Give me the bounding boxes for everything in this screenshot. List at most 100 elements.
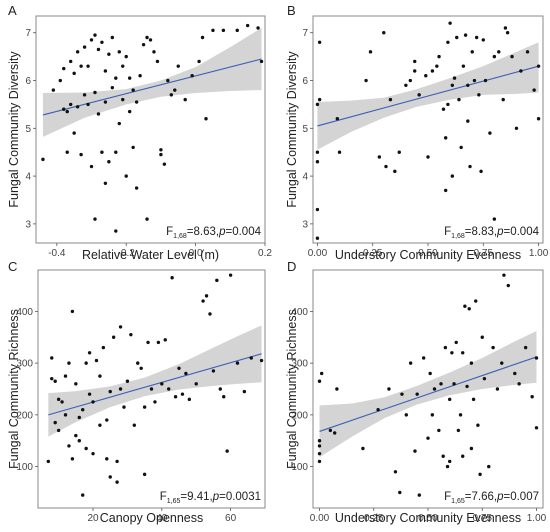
panel-c-data-point xyxy=(222,395,226,399)
panel-c-data-point xyxy=(94,358,99,363)
panel-a-data-point xyxy=(93,217,97,221)
panel-b-data-point xyxy=(317,40,322,44)
panel-b-data-point xyxy=(483,78,488,83)
panel-d-data-point xyxy=(534,426,539,430)
panel-a-data-point xyxy=(211,28,215,33)
panel-c-data-point xyxy=(177,366,181,371)
panel-a-data-point xyxy=(197,59,201,64)
panel-a-data-point xyxy=(89,164,94,169)
panel-c-data-point xyxy=(63,374,68,378)
panel-b-data-point xyxy=(397,150,401,154)
panel-a-data-point xyxy=(79,152,83,157)
panel-a-data-point xyxy=(145,217,149,221)
panel-c-data-point xyxy=(111,335,116,339)
panel-d-data-point xyxy=(491,345,495,350)
panel-d-data-point xyxy=(317,444,322,448)
panel-a-y-tick-label: 4 xyxy=(25,172,31,183)
panel-b-label: B xyxy=(287,3,296,18)
panel-a-data-point xyxy=(62,66,66,71)
panel-b-data-point xyxy=(510,54,514,59)
panel-b-data-point xyxy=(452,76,457,80)
panel-d-data-point xyxy=(487,464,491,469)
panel-c-data-point xyxy=(211,369,216,373)
panel-d-data-point xyxy=(437,428,441,433)
panel-a-data-point xyxy=(72,131,76,135)
panel-a-data-point xyxy=(245,23,250,28)
panel-c: 20 40 60 100 200 300 400 C Canopy Openness Fungal… xyxy=(7,259,266,525)
panel-d-x-tick-label: 0.75 xyxy=(473,513,493,524)
panel-c-data-point xyxy=(60,400,64,404)
panel-a-data-point xyxy=(62,107,66,111)
panel-c-data-point xyxy=(46,459,51,464)
panel-b-data-point xyxy=(457,97,461,102)
panel-b-data-point xyxy=(393,169,397,174)
panel-c-data-point xyxy=(132,423,137,427)
panel-d-data-point xyxy=(456,428,461,433)
panel-c-data-point xyxy=(160,382,164,386)
panel-d-data-point xyxy=(495,387,500,391)
panel-d-data-point xyxy=(502,273,506,277)
panel-b-data-point xyxy=(514,126,519,131)
panel-d-data-point xyxy=(376,407,380,412)
panel-c-data-point xyxy=(50,376,54,381)
panel-a-confidence-band xyxy=(42,27,262,137)
panel-a-data-point xyxy=(86,102,90,107)
panel-c-data-point xyxy=(201,299,205,303)
panel-a-data-point xyxy=(114,229,118,233)
panel-d-data-point xyxy=(471,397,476,402)
panel-a-data-point xyxy=(100,150,104,154)
panel-a-data-point xyxy=(190,74,194,78)
panel-c-data-point xyxy=(98,374,102,378)
panel-b-data-point xyxy=(536,117,541,121)
panel-c-data-point xyxy=(63,413,68,417)
panel-a-data-point xyxy=(141,42,146,47)
panel-d-data-point xyxy=(447,459,452,464)
panel-b-data-point xyxy=(404,83,408,87)
panel-a-data-point xyxy=(131,88,135,92)
panel-d-y-tick-label: 400 xyxy=(291,307,308,318)
panel-b-data-point xyxy=(470,50,474,54)
panel-d-data-point xyxy=(478,472,482,477)
panel-b-data-point xyxy=(384,164,388,169)
panel-b-data-point xyxy=(455,35,459,40)
panel-a-stat-annotation: F1,68=8.63,p=0.004 xyxy=(166,226,261,240)
panel-b-data-point xyxy=(430,69,435,73)
panel-d-data-point xyxy=(500,361,504,365)
panel-c-data-point xyxy=(125,379,130,383)
panel-c-data-point xyxy=(118,387,123,391)
panel-c-data-point xyxy=(81,493,85,497)
panel-d-data-point xyxy=(319,371,324,376)
panel-c-data-point xyxy=(163,338,167,342)
panel-c-data-point xyxy=(139,366,143,371)
panel-a-data-point xyxy=(75,50,80,54)
panel-c-data-point xyxy=(98,423,102,427)
panel-b-data-point xyxy=(472,78,477,83)
panel-c-data-point xyxy=(259,358,264,363)
panel-b-data-point xyxy=(446,102,450,107)
panel-c-y-tick-label: 200 xyxy=(16,410,33,421)
panel-c-data-point xyxy=(67,361,71,365)
panel-a-data-point xyxy=(103,100,108,104)
panel-a-data-point xyxy=(134,186,139,190)
panel-d-data-point xyxy=(426,436,430,440)
panel-c-data-point xyxy=(118,325,123,329)
panel-a-data-point xyxy=(121,97,125,102)
panel-a-data-point xyxy=(117,121,121,126)
panel-b-data-point xyxy=(388,97,393,102)
panel-c-data-point xyxy=(91,451,95,456)
panel-a-data-point xyxy=(162,162,167,166)
panel-d-data-point xyxy=(458,413,463,417)
panel-d-data-point xyxy=(482,376,487,381)
panel-a-x-tick-label: -0.2 xyxy=(118,248,136,259)
panel-c-data-point xyxy=(50,356,54,360)
panel-a-data-point xyxy=(159,148,163,152)
panel-c-data-point xyxy=(77,415,81,420)
panel-b-data-point xyxy=(417,93,421,97)
panel-d-data-point xyxy=(417,493,422,497)
panel-b-x-axis-title: Understory Community Evenness xyxy=(335,248,521,262)
panel-c-data-point xyxy=(101,345,106,350)
panel-d-data-point xyxy=(400,392,404,396)
panel-c-data-point xyxy=(218,387,222,391)
panel-b-y-tick-label: 5 xyxy=(302,124,308,135)
